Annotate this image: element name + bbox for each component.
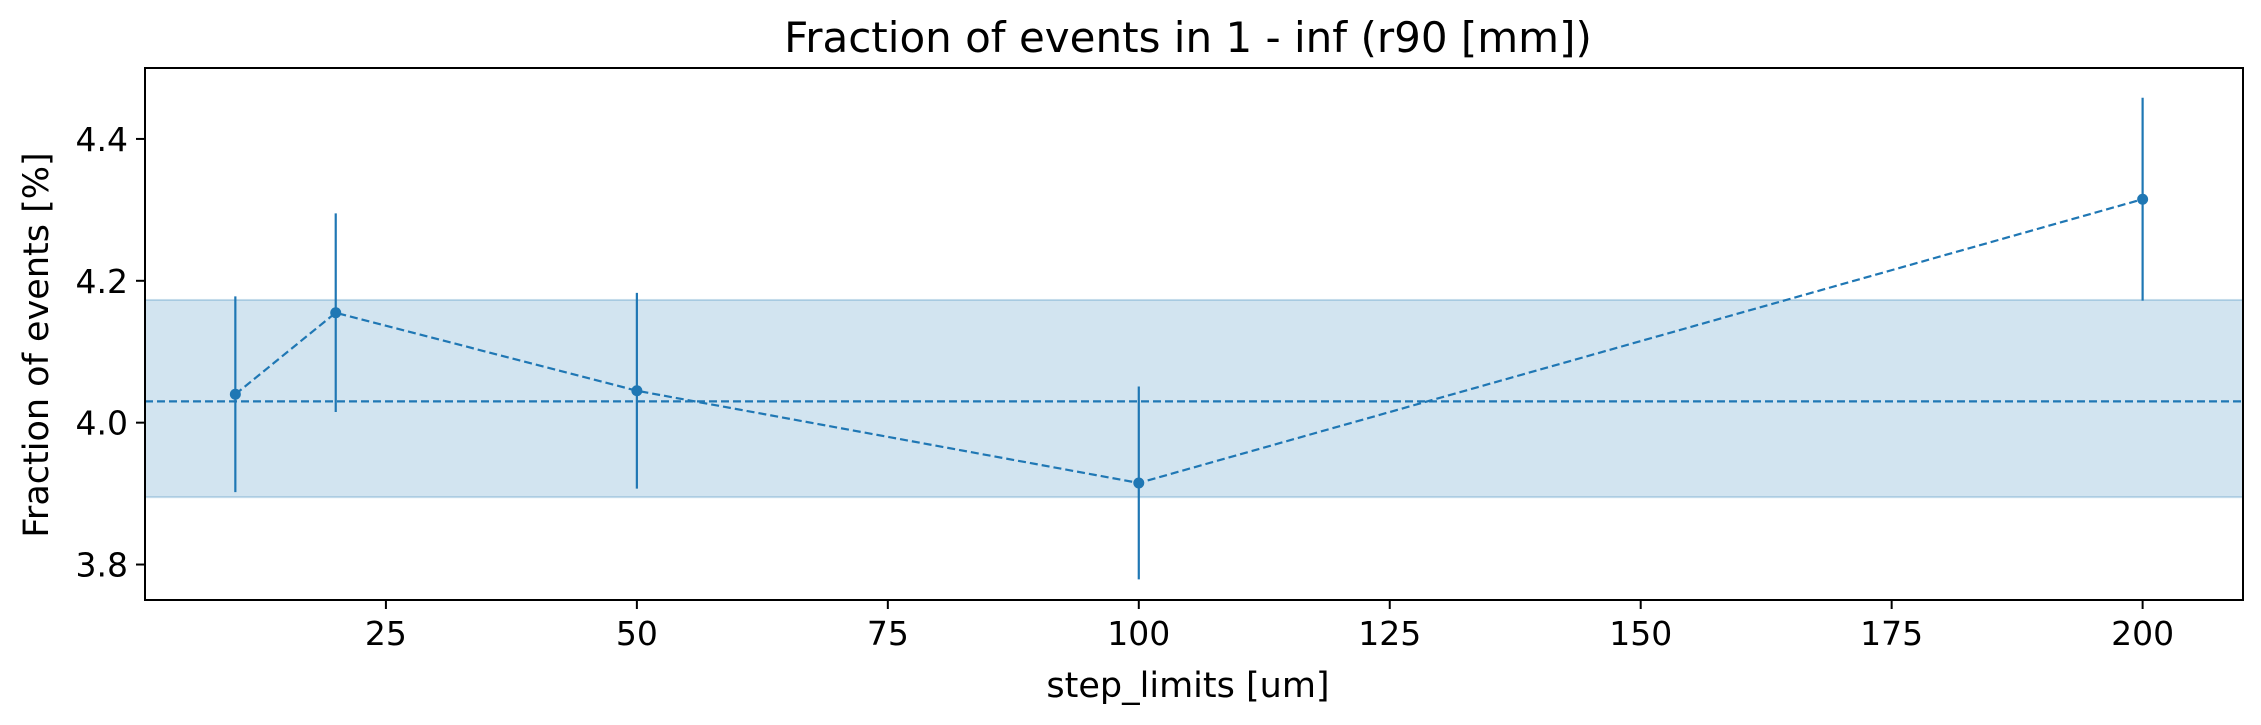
x-tick-label: 50 (616, 614, 658, 653)
y-tick-label: 4.2 (76, 262, 128, 301)
plot-frame (144, 67, 2244, 601)
y-tick-label: 3.8 (76, 546, 128, 585)
series-line (234, 198, 2143, 485)
y-tick-label: 4.4 (76, 120, 128, 159)
data-point (330, 307, 342, 319)
x-tick-label: 200 (2111, 614, 2174, 653)
x-tick-label: 150 (1609, 614, 1672, 653)
x-tick-label: 125 (1358, 614, 1421, 653)
x-tick-label: 175 (1860, 614, 1923, 653)
plot-area: 25 50 75 100 125 150 175 200 3.8 4.0 4.2 4.4 (76, 67, 2244, 653)
x-tick-label: 100 (1107, 614, 1170, 653)
y-axis-label: Fraction of events [%] (17, 152, 57, 537)
x-axis-label: step_limits [um] (1046, 666, 1329, 706)
data-point (631, 385, 643, 397)
data-point (1133, 477, 1145, 489)
data-point (229, 388, 241, 400)
x-tick-label: 75 (867, 614, 909, 653)
y-tick-label: 4.0 (76, 404, 128, 443)
x-tick-label: 25 (365, 614, 407, 653)
data-point (2137, 193, 2149, 205)
chart-title: Fraction of events in 1 - inf (r90 [mm]) (784, 13, 1592, 62)
reference-band (144, 298, 2244, 499)
